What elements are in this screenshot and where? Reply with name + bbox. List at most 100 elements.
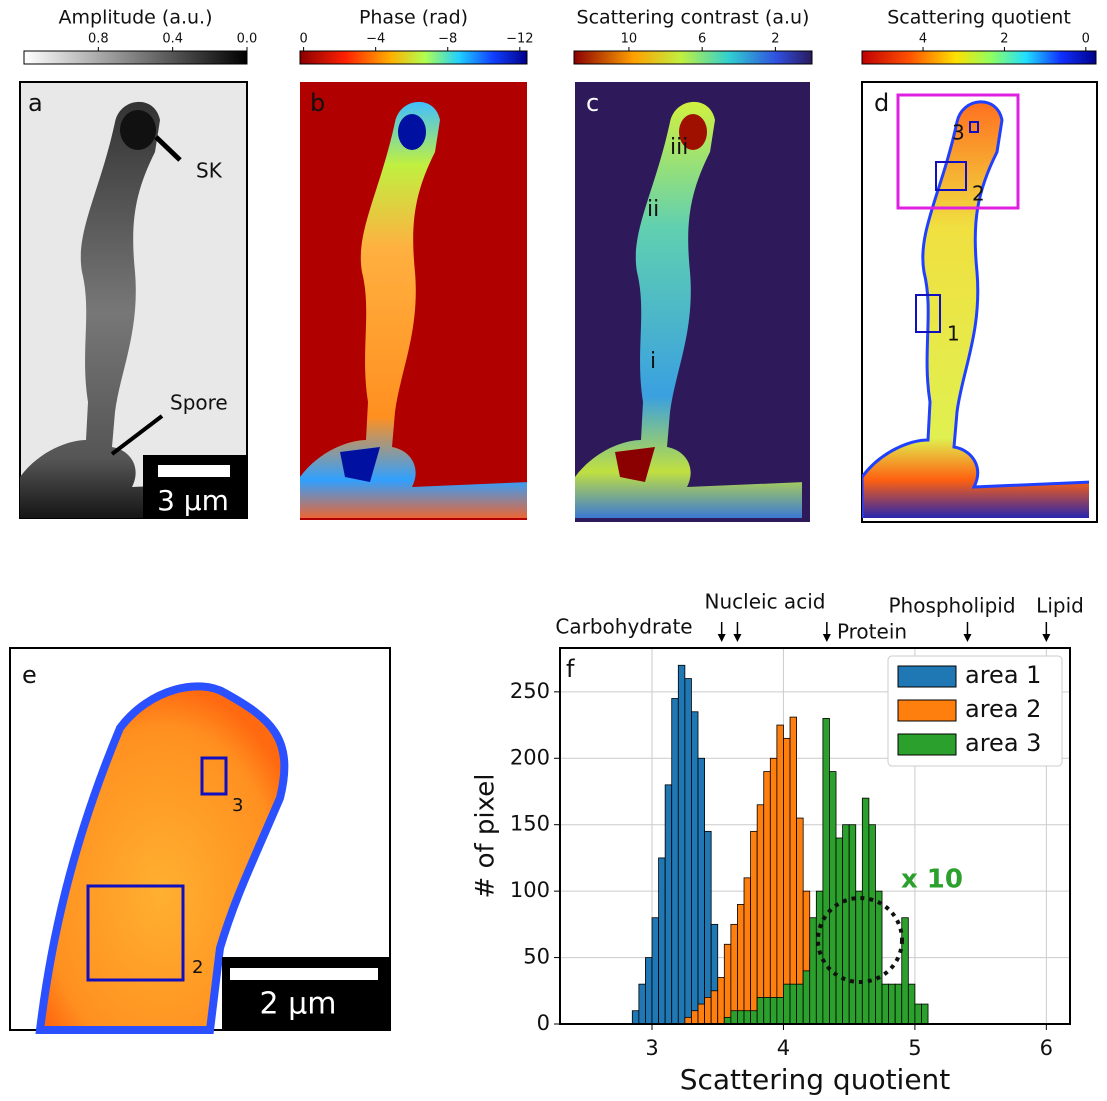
colorbar-tick-label: 10 (621, 32, 638, 47)
histogram-bar (744, 878, 751, 1024)
panel-letter: a (28, 89, 43, 117)
histogram-bar (823, 718, 830, 1024)
panel-b: b (300, 82, 530, 522)
colorbar-tick-label: 6 (698, 32, 706, 47)
histogram-bar (632, 1011, 639, 1024)
histogram-bar (843, 825, 850, 1024)
colorbar (574, 51, 812, 64)
colorbar-tick-label: 0.4 (162, 32, 183, 47)
colorbar-tick-label: −8 (438, 32, 457, 47)
histogram-bar (783, 738, 790, 1024)
histogram-bar (770, 758, 777, 1024)
histogram-bar (875, 891, 882, 1024)
x-tick-label: 4 (777, 1036, 790, 1060)
histogram-bar (764, 997, 771, 1024)
y-tick-label: 100 (510, 878, 550, 902)
annotation: i (650, 349, 656, 374)
legend-swatch (898, 734, 956, 755)
colorbar-tick-label: 0.8 (88, 32, 109, 47)
annotation: Phospholipid (888, 594, 1015, 618)
histogram-bar (915, 1004, 922, 1024)
histogram-bar (724, 944, 731, 1024)
histogram-bar (691, 1011, 698, 1024)
y-axis-label: # of pixel (471, 774, 501, 899)
histogram-bar (757, 997, 764, 1024)
colorbar-title: Phase (rad) (359, 7, 468, 29)
annotation: iii (670, 135, 688, 160)
histogram-bar (744, 1011, 751, 1024)
histogram-bar (770, 997, 777, 1024)
histogram-bar (829, 772, 836, 1024)
annotation: Spore (170, 391, 228, 415)
histogram-bar (672, 698, 679, 1024)
histogram-bar (783, 984, 790, 1024)
histogram-bar (902, 918, 909, 1024)
colorbar-tick-label: −4 (366, 32, 385, 47)
x-tick-label: 5 (908, 1036, 921, 1060)
histogram-bar (856, 891, 863, 1024)
panel-letter: d (874, 89, 889, 117)
histogram-bar (764, 772, 771, 1024)
arrow-head (733, 634, 741, 642)
legend-label: area 1 (965, 661, 1041, 689)
colorbar-title: Scattering quotient (887, 7, 1071, 29)
colorbar-tick-label: 2 (771, 32, 779, 47)
scale-bar (158, 465, 230, 477)
panel-letter: f (566, 655, 575, 683)
histogram-bar (849, 825, 856, 1024)
annotation: SK (196, 159, 223, 183)
histogram-bar (639, 984, 646, 1024)
histogram-bar (803, 971, 810, 1024)
arrow-head (823, 634, 831, 642)
annotation: Protein (837, 620, 907, 644)
histogram-bar (705, 997, 712, 1024)
histogram-bar (652, 918, 659, 1024)
histogram-bar (731, 924, 738, 1024)
legend-swatch (898, 666, 956, 687)
panel-letter: e (22, 661, 37, 689)
histogram-bar (882, 984, 889, 1024)
histogram-bar (797, 984, 804, 1024)
histogram-bar (705, 831, 712, 1024)
panel-e: e 3 2 2 μm (10, 648, 390, 1030)
colorbar-tick-label: 0 (299, 32, 307, 47)
panel-a: a SK Spore 3 μm (20, 82, 250, 522)
histogram-bar (645, 958, 652, 1024)
histogram-bar (659, 858, 666, 1024)
annotation: 2 (972, 182, 985, 206)
y-tick-label: 250 (510, 679, 550, 703)
annotation: Lipid (1036, 594, 1084, 618)
histogram-bar (862, 798, 869, 1024)
histogram-bar (816, 891, 823, 1024)
colorbar (24, 51, 247, 64)
legend-label: area 3 (965, 729, 1041, 757)
colorbar-tick-label: 2 (1000, 32, 1008, 47)
x-tick-label: 3 (645, 1036, 658, 1060)
annotation: ii (647, 197, 659, 222)
histogram-bar (777, 997, 784, 1024)
annotation: 3 (232, 795, 243, 816)
panel-letter: c (586, 89, 599, 117)
histogram-bar (777, 725, 784, 1024)
histogram-bar (711, 991, 718, 1024)
histogram-bar (889, 984, 896, 1024)
scale-label: 2 μm (260, 987, 337, 1022)
histogram-bar (751, 1011, 758, 1024)
panel-d: d 3 2 1 (862, 82, 1097, 522)
arrow-head (718, 634, 726, 642)
colorbar-title: Scattering contrast (a.u) (577, 7, 810, 29)
histogram-bar (698, 1004, 705, 1024)
histogram-bar (757, 805, 764, 1024)
y-tick-label: 0 (537, 1011, 550, 1035)
histogram-bar (698, 758, 705, 1024)
colorbar-tick-label: 0.0 (237, 32, 258, 47)
colorbar (862, 51, 1096, 64)
colorbar (300, 51, 527, 64)
arrow-head (963, 634, 971, 642)
annotation: 3 (952, 121, 965, 145)
annotation: x 10 (901, 865, 963, 895)
arrow-head (1042, 634, 1050, 642)
legend-swatch (898, 700, 956, 721)
annotation: 2 (192, 957, 203, 978)
y-tick-label: 50 (523, 945, 550, 969)
